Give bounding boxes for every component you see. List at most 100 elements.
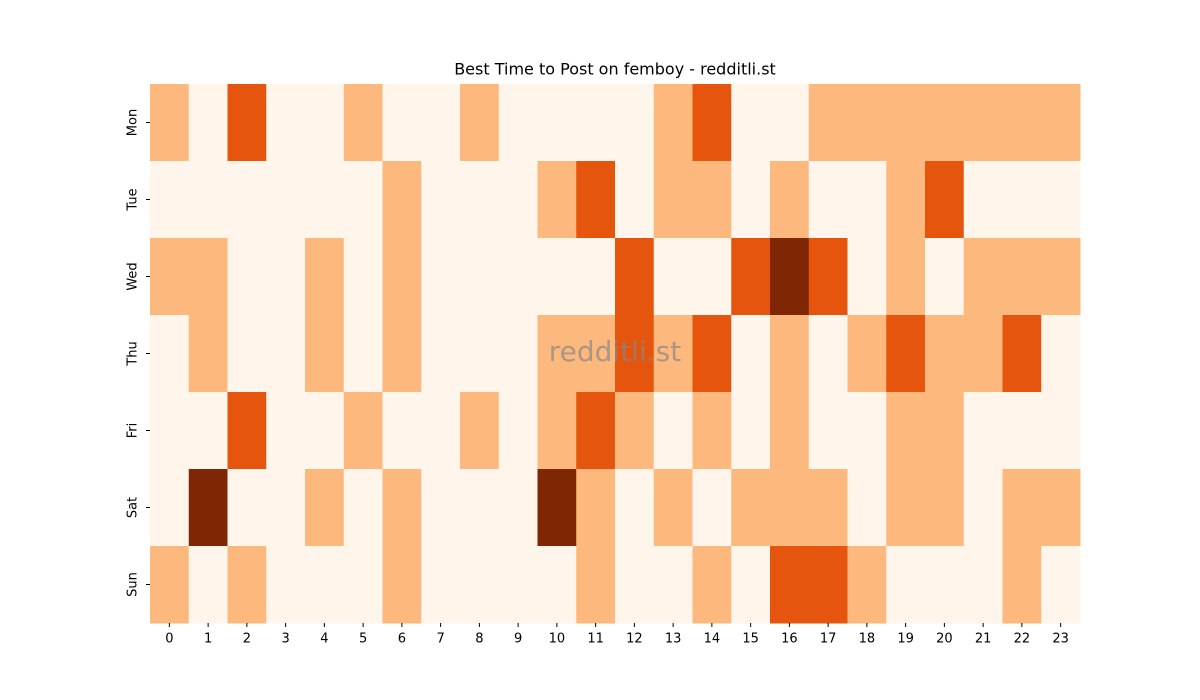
- heatmap-cell: [1041, 238, 1081, 316]
- x-tick-label: 20: [936, 632, 953, 647]
- heatmap-cell: [576, 84, 616, 162]
- heatmap-cell: [150, 161, 190, 239]
- heatmap-cell: [343, 315, 383, 393]
- heatmap-cell: [188, 546, 228, 624]
- heatmap-cell: [576, 546, 616, 624]
- y-tick-label: Thu: [126, 341, 141, 366]
- heatmap-cell: [343, 238, 383, 316]
- heatmap-cell: [808, 315, 848, 393]
- y-tick-label: Sun: [126, 572, 141, 597]
- heatmap-cell: [227, 392, 267, 470]
- heatmap-cell: [460, 238, 500, 316]
- heatmap-cell: [770, 546, 810, 624]
- x-tick-label: 7: [436, 632, 444, 647]
- heatmap-cell: [150, 315, 190, 393]
- heatmap-cell: [615, 469, 655, 547]
- heatmap-cell: [498, 546, 538, 624]
- x-tick-label: 2: [243, 632, 251, 647]
- heatmap-cell: [1041, 315, 1081, 393]
- heatmap-cell: [808, 238, 848, 316]
- heatmap-cell: [1002, 469, 1042, 547]
- heatmap-cell: [925, 469, 965, 547]
- heatmap-cell: [653, 238, 693, 316]
- heatmap-cell: [188, 84, 228, 162]
- heatmap-cell: [808, 84, 848, 162]
- heatmap-cell: [770, 315, 810, 393]
- heatmap-cell: [150, 84, 190, 162]
- x-tick-label: 4: [320, 632, 328, 647]
- heatmap-cell: [305, 546, 345, 624]
- x-tick-label: 17: [820, 632, 837, 647]
- x-tick-label: 19: [897, 632, 914, 647]
- heatmap-cell: [266, 315, 306, 393]
- heatmap-cells: [150, 84, 1081, 624]
- heatmap-cell: [266, 238, 306, 316]
- heatmap-cell: [1002, 315, 1042, 393]
- heatmap-cell: [692, 469, 732, 547]
- watermark: redditli.st: [549, 335, 681, 368]
- heatmap-cell: [886, 84, 926, 162]
- heatmap-cell: [925, 315, 965, 393]
- heatmap-cell: [847, 315, 887, 393]
- heatmap-cell: [692, 315, 732, 393]
- heatmap-cell: [343, 392, 383, 470]
- heatmap-cell: [343, 546, 383, 624]
- heatmap-cell: [227, 84, 267, 162]
- heatmap-cell: [1041, 546, 1081, 624]
- heatmap-cell: [692, 161, 732, 239]
- heatmap-cell: [227, 315, 267, 393]
- heatmap-cell: [382, 315, 422, 393]
- heatmap-cell: [963, 469, 1003, 547]
- heatmap-cell: [460, 315, 500, 393]
- heatmap-cell: [847, 469, 887, 547]
- heatmap-cell: [925, 546, 965, 624]
- heatmap-cell: [382, 546, 422, 624]
- heatmap-cell: [886, 546, 926, 624]
- heatmap-cell: [305, 238, 345, 316]
- x-tick-label: 21: [975, 632, 992, 647]
- heatmap-cell: [421, 161, 461, 239]
- heatmap-cell: [460, 161, 500, 239]
- heatmap-cell: [382, 84, 422, 162]
- heatmap-cell: [150, 469, 190, 547]
- heatmap-cell: [886, 161, 926, 239]
- x-tick-label: 22: [1014, 632, 1031, 647]
- heatmap-cell: [847, 546, 887, 624]
- x-tick-label: 23: [1052, 632, 1069, 647]
- heatmap-cell: [1041, 392, 1081, 470]
- heatmap-cell: [576, 315, 616, 393]
- heatmap-cell: [537, 84, 577, 162]
- chart-title: Best Time to Post on femboy - redditli.s…: [454, 60, 776, 79]
- heatmap-cell: [808, 469, 848, 547]
- heatmap-cell: [498, 392, 538, 470]
- heatmap-cell: [963, 84, 1003, 162]
- heatmap-cell: [770, 392, 810, 470]
- x-tick-label: 11: [587, 632, 604, 647]
- heatmap-cell: [615, 238, 655, 316]
- heatmap-cell: [266, 161, 306, 239]
- heatmap-cell: [770, 469, 810, 547]
- heatmap-cell: [770, 238, 810, 316]
- heatmap-cell: [498, 161, 538, 239]
- heatmap-cell: [305, 161, 345, 239]
- heatmap-cell: [421, 315, 461, 393]
- heatmap-cell: [382, 161, 422, 239]
- heatmap-cell: [421, 469, 461, 547]
- heatmap-cell: [808, 392, 848, 470]
- heatmap-cell: [963, 546, 1003, 624]
- x-tick-label: 9: [514, 632, 522, 647]
- heatmap-cell: [1002, 392, 1042, 470]
- heatmap-cell: [498, 238, 538, 316]
- heatmap-cell: [576, 238, 616, 316]
- heatmap-cell: [615, 392, 655, 470]
- x-tick-label: 6: [398, 632, 406, 647]
- heatmap-cell: [615, 546, 655, 624]
- heatmap-cell: [692, 546, 732, 624]
- heatmap-cell: [421, 84, 461, 162]
- heatmap-cell: [925, 84, 965, 162]
- heatmap-cell: [266, 392, 306, 470]
- heatmap-cell: [537, 469, 577, 547]
- heatmap-cell: [731, 546, 771, 624]
- heatmap-cell: [1002, 161, 1042, 239]
